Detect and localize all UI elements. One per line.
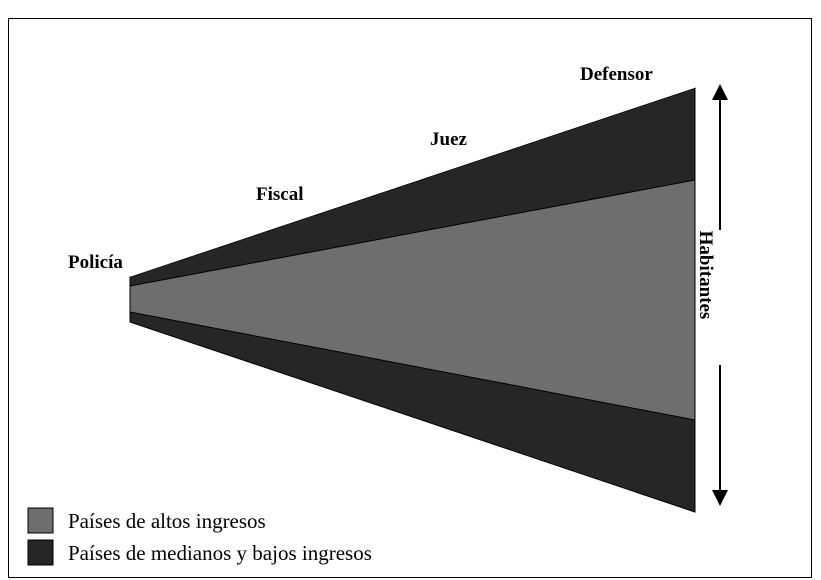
stage-label: Defensor bbox=[580, 64, 653, 85]
edge-highlight bbox=[129, 86, 696, 277]
legend-label: Países de medianos y bajos ingresos bbox=[68, 541, 372, 565]
frame bbox=[8, 18, 812, 578]
legend-swatch bbox=[27, 539, 54, 566]
legend-swatch bbox=[27, 507, 54, 534]
stage-label: Policía bbox=[68, 252, 123, 273]
axis-label: Habitantes bbox=[695, 231, 716, 320]
stage-label: Juez bbox=[430, 129, 468, 150]
stage-label: Fiscal bbox=[256, 184, 304, 205]
legend-label: Países de altos ingresos bbox=[68, 509, 266, 533]
funnel-high-income bbox=[129, 179, 696, 421]
